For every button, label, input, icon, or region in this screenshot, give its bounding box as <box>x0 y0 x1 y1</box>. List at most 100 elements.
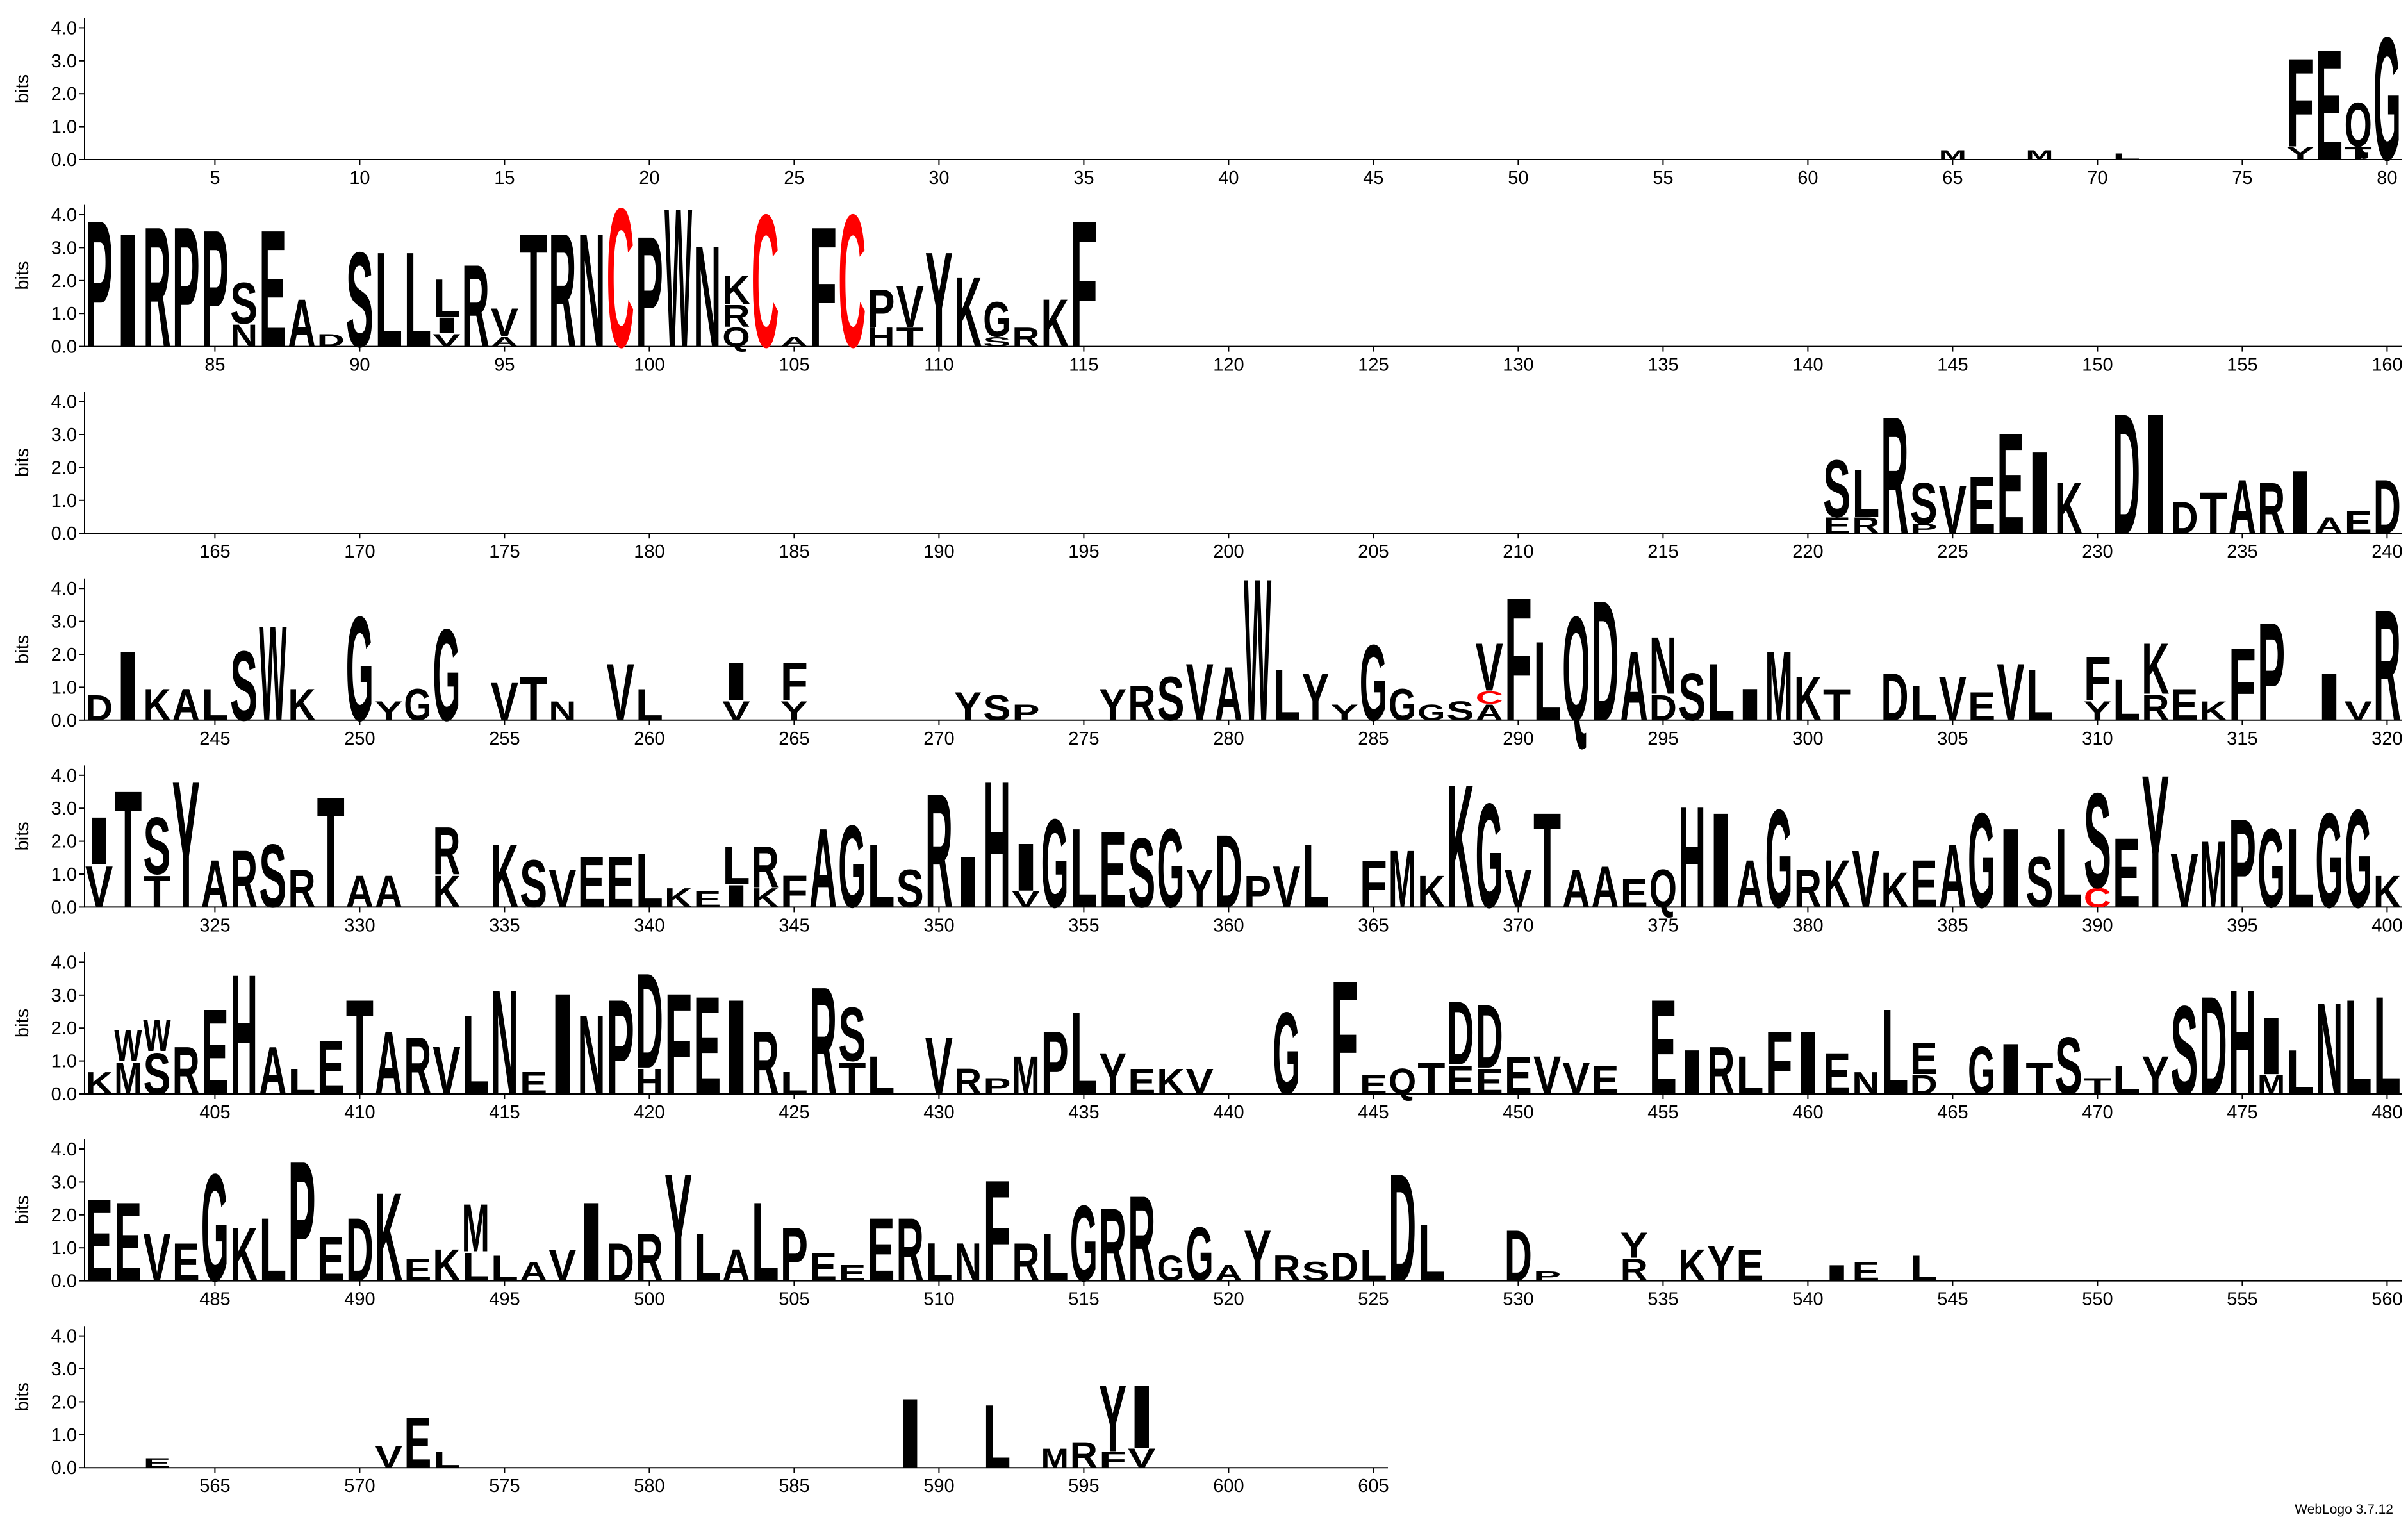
logo-letter: I <box>114 631 142 742</box>
logo-letter: L <box>1273 655 1300 736</box>
x-tick-label: 160 <box>2371 355 2402 376</box>
x-tick-label: 260 <box>634 729 664 749</box>
logo-letter: E <box>172 1232 200 1293</box>
logo-letter: I <box>1012 829 1039 905</box>
x-tick-label: 395 <box>2227 915 2257 936</box>
logo-letter: E <box>1360 1070 1387 1100</box>
logo-letter: I <box>85 803 113 879</box>
y-axis-label: bits <box>12 1382 33 1411</box>
logo-letter: R <box>752 834 779 900</box>
logo-letter: D <box>317 330 345 351</box>
logo-letter: V <box>1186 648 1214 738</box>
y-tick-label: 4.0 <box>51 392 77 413</box>
x-tick-label: 45 <box>1363 168 1383 188</box>
y-tick-label: 2.0 <box>51 645 77 665</box>
y-tick-label: 0.0 <box>51 1271 77 1292</box>
logo-letter: Y <box>375 696 402 726</box>
y-tick-label: 2.0 <box>51 832 77 852</box>
logo-letter: I <box>2257 1002 2285 1092</box>
y-axis-label: bits <box>12 261 33 290</box>
logo-letter: V <box>607 648 634 738</box>
logo-letter: H <box>867 322 895 352</box>
logo-letter: L <box>404 224 431 376</box>
x-tick-label: 535 <box>1647 1289 1678 1310</box>
logo-letter: S <box>1823 444 1851 534</box>
y-tick-label: 4.0 <box>51 952 77 973</box>
logo-letter: V <box>1273 854 1300 920</box>
logo-letter: Y <box>1331 700 1358 725</box>
x-tick-label: 210 <box>1503 542 1533 562</box>
logo-letter: E <box>1128 1062 1155 1102</box>
logo-letter: V <box>1562 1054 1590 1104</box>
x-tick-label: 410 <box>344 1102 375 1123</box>
x-tick-label: 5 <box>210 168 220 188</box>
y-tick-label: 3.0 <box>51 798 77 819</box>
logo-letter: R <box>1273 1249 1300 1289</box>
logo-letter: L <box>867 1045 895 1105</box>
x-tick-label: 295 <box>1647 729 1678 749</box>
x-tick-label: 415 <box>489 1102 520 1123</box>
x-tick-label: 435 <box>1068 1102 1099 1123</box>
logo-letter: V <box>548 1241 576 1291</box>
x-tick-label: 305 <box>1937 729 1968 749</box>
logo-letter: L <box>925 1232 953 1293</box>
logo-letter: K <box>2200 696 2227 726</box>
logo-letter: A <box>722 1241 750 1291</box>
logo-letter: L <box>2286 806 2314 932</box>
logo-letter: R <box>1128 675 1155 731</box>
logo-letter: E <box>1997 402 2024 564</box>
logo-letter: I <box>1823 1261 1851 1286</box>
logo-letter: F <box>664 963 692 1125</box>
x-tick-label: 350 <box>923 915 954 936</box>
x-tick-label: 230 <box>2082 542 2113 562</box>
logo-letter: W <box>664 166 692 388</box>
x-tick-label: 375 <box>1647 915 1678 936</box>
logo-letter: M <box>1389 834 1416 925</box>
logo-letter: G <box>2315 785 2343 937</box>
logo-letter: F <box>1765 1012 1793 1113</box>
logo-letter: G <box>983 292 1010 347</box>
logo-letter: E <box>693 886 721 911</box>
logo-letter: T <box>1533 785 1561 937</box>
logo-letter: L <box>2113 668 2140 733</box>
logo-letter: E <box>1505 1045 1532 1105</box>
logo-letter: H <box>2229 959 2256 1126</box>
x-tick-label: 165 <box>199 542 230 562</box>
logo-letter: Y <box>1244 1216 1271 1296</box>
logo-letter: I <box>1736 680 1763 730</box>
logo-letter: Y <box>1707 1236 1735 1291</box>
logo-letter: C <box>1476 687 1503 707</box>
logo-letter: R <box>404 1022 431 1112</box>
x-tick-label: 185 <box>779 542 809 562</box>
logo-letter: E <box>1591 1057 1619 1102</box>
logo-letter: V <box>548 858 576 919</box>
logo-letter: E <box>1099 809 1126 931</box>
logo-letter: P <box>2229 793 2256 935</box>
x-tick-label: 325 <box>199 915 230 936</box>
x-tick-label: 125 <box>1358 355 1389 376</box>
logo-letter: E <box>85 1175 113 1306</box>
x-tick-label: 240 <box>2371 542 2402 562</box>
logo-letter: M <box>114 1054 142 1104</box>
x-tick-label: 65 <box>1942 168 1963 188</box>
logo-letter: K <box>2055 468 2082 549</box>
logo-letter: A <box>375 867 402 917</box>
logo-letter: T <box>838 1054 866 1104</box>
logo-letter: I <box>722 879 750 914</box>
x-tick-label: 420 <box>634 1102 664 1123</box>
y-axis-label: bits <box>12 635 33 664</box>
logo-letter: E <box>809 1244 837 1289</box>
x-tick-label: 500 <box>634 1289 664 1310</box>
y-tick-label: 0.0 <box>51 150 77 170</box>
logo-letter: M <box>462 1190 490 1266</box>
logo-letter: D <box>85 688 113 729</box>
logo-letter: K <box>752 883 779 913</box>
logo-letter: L <box>693 1220 721 1295</box>
x-tick-label: 330 <box>344 915 375 936</box>
x-tick-label: 85 <box>204 355 225 376</box>
y-axis-label: bits <box>12 1196 33 1225</box>
logo-letter: M <box>2200 822 2227 927</box>
x-tick-label: 565 <box>199 1476 230 1496</box>
logo-letter: M <box>2257 1070 2285 1100</box>
logo-letter: R <box>1128 1171 1155 1307</box>
